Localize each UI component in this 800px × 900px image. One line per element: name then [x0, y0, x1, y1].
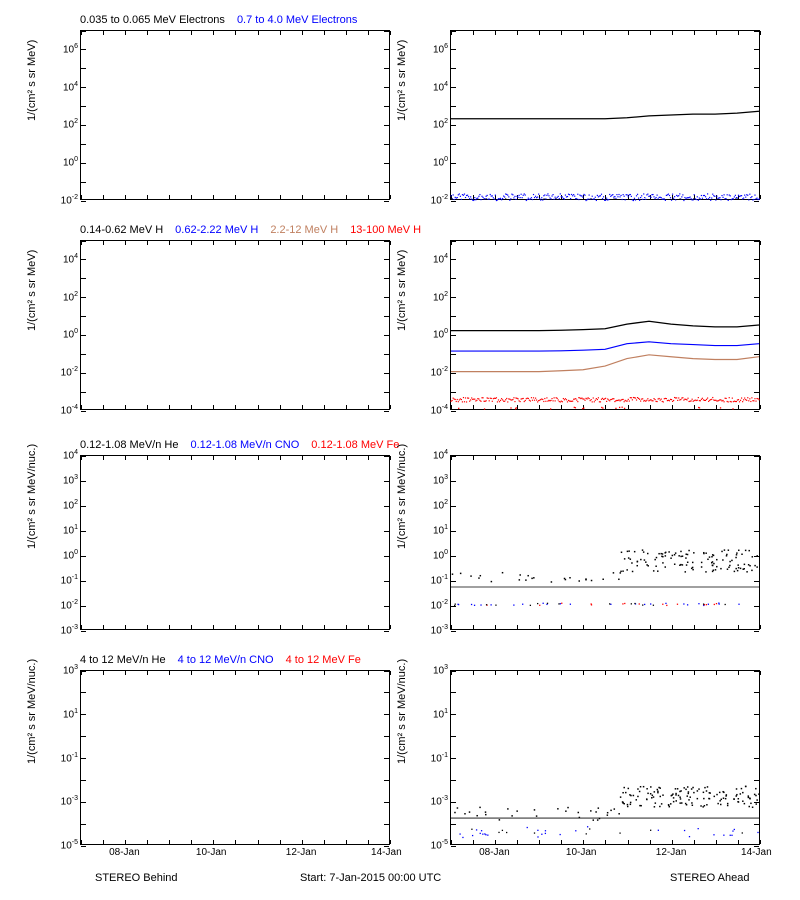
panel-r2-right: 10-310-210-1100101102103104: [450, 455, 760, 630]
row2-title: 0.12-1.08 MeV/n He0.12-1.08 MeV/n CNO0.1…: [80, 439, 411, 451]
panel-r0-left: 10-2100102104106: [80, 30, 390, 200]
panel-r0-right: 10-2100102104106: [450, 30, 760, 200]
figure: 0.035 to 0.065 MeV Electrons0.7 to 4.0 M…: [0, 0, 800, 900]
panel-r1-left: 10-410-2100102104: [80, 240, 390, 410]
row0-title: 0.035 to 0.065 MeV Electrons0.7 to 4.0 M…: [80, 14, 369, 26]
panel-r2-left: 10-310-210-1100101102103104: [80, 455, 390, 630]
row1-title: 0.14-0.62 MeV H0.62-2.22 MeV H2.2-12 MeV…: [80, 224, 433, 236]
panel-r1-right: 10-410-2100102104: [450, 240, 760, 410]
footer-left: STEREO Behind: [95, 872, 178, 884]
row3-title: 4 to 12 MeV/n He4 to 12 MeV/n CNO4 to 12…: [80, 654, 373, 666]
panel-r3-right: 10-510-310-110110308-Jan10-Jan12-Jan14-J…: [450, 670, 760, 845]
footer-center: Start: 7-Jan-2015 00:00 UTC: [300, 872, 441, 884]
panel-r3-left: 10-510-310-110110308-Jan10-Jan12-Jan14-J…: [80, 670, 390, 845]
footer-right: STEREO Ahead: [670, 872, 750, 884]
